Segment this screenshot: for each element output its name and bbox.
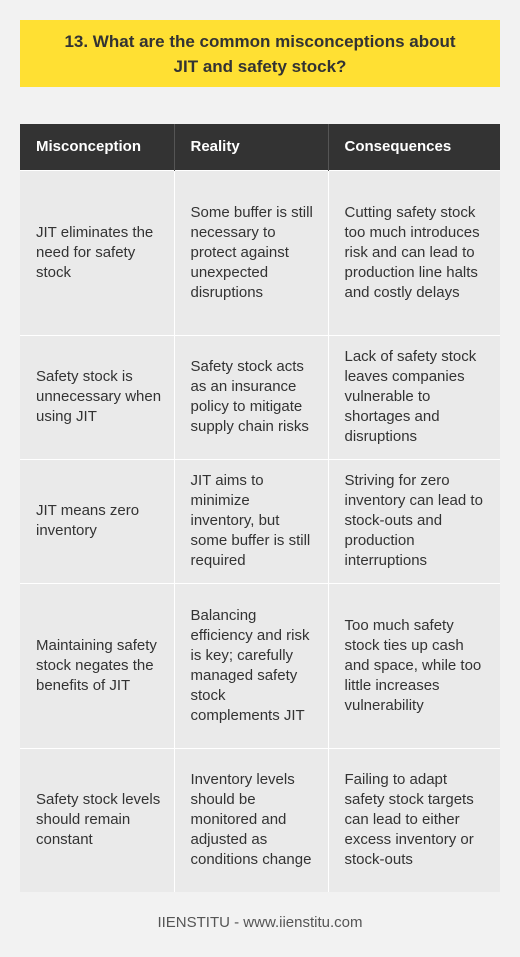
consequences-cell: Lack of safety stock leaves companies vu…	[327, 334, 500, 459]
table-row: JIT eliminates the need for safety stock…	[20, 169, 500, 335]
reality-cell: JIT aims to minimize inventory, but some…	[173, 458, 328, 583]
reality-cell: Safety stock acts as an insurance policy…	[173, 334, 328, 459]
table-row: Maintaining safety stock negates the ben…	[20, 582, 500, 748]
reality-cell: Inventory levels should be monitored and…	[173, 747, 328, 892]
footer-credit: IIENSTITU - www.iienstitu.com	[157, 914, 363, 931]
header-consequences: Consequences	[327, 124, 500, 170]
consequences-cell: Cutting safety stock too much introduces…	[327, 169, 500, 335]
title-banner: 13. What are the common misconceptions a…	[20, 20, 500, 87]
reality-cell: Some buffer is still necessary to protec…	[173, 169, 328, 335]
misconception-cell: Safety stock is unnecessary when using J…	[20, 334, 174, 459]
misconceptions-table: Misconception Reality Consequences JIT e…	[20, 124, 500, 892]
table-header-row: Misconception Reality Consequences	[20, 124, 500, 170]
header-misconception: Misconception	[20, 124, 174, 170]
misconception-cell: Safety stock levels should remain consta…	[20, 747, 174, 892]
misconception-cell: Maintaining safety stock negates the ben…	[20, 582, 174, 748]
reality-cell: Balancing efficiency and risk is key; ca…	[173, 582, 328, 748]
table-row: JIT means zero inventory JIT aims to min…	[20, 458, 500, 583]
consequences-cell: Failing to adapt safety stock targets ca…	[327, 747, 500, 892]
misconceptions-table-container: Misconception Reality Consequences JIT e…	[20, 124, 500, 892]
table-row: Safety stock levels should remain consta…	[20, 747, 500, 892]
table-row: Safety stock is unnecessary when using J…	[20, 334, 500, 459]
consequences-cell: Striving for zero inventory can lead to …	[327, 458, 500, 583]
page-title: 13. What are the common misconceptions a…	[64, 31, 456, 76]
misconception-cell: JIT means zero inventory	[20, 458, 174, 583]
consequences-cell: Too much safety stock ties up cash and s…	[327, 582, 500, 748]
header-reality: Reality	[173, 124, 328, 170]
misconception-cell: JIT eliminates the need for safety stock	[20, 169, 174, 335]
